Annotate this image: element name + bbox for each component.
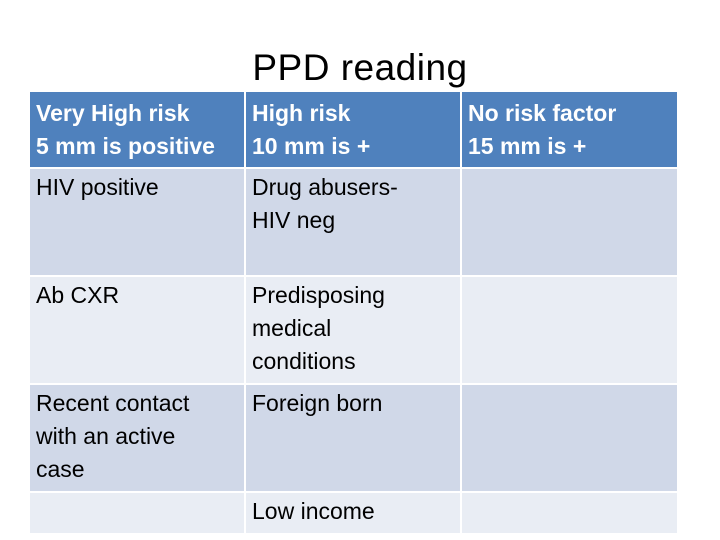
header-no-risk-factor: No risk factor 15 mm is + (460, 90, 679, 169)
table-cell-no-risk-factor (460, 383, 679, 493)
table-cell-no-risk-factor (460, 275, 679, 385)
table-cell-very-high-risk: Recent contact with an active case (28, 383, 246, 493)
cell-text-line: Low income (252, 498, 375, 524)
table-cell-high-risk: Predisposing medical conditions (244, 275, 462, 385)
table-header-row: Very High risk 5 mm is positive High ris… (28, 90, 679, 169)
header-threshold: 10 mm is + (252, 133, 371, 159)
table-cell-no-risk-factor (460, 167, 679, 277)
header-very-high-risk: Very High risk 5 mm is positive (28, 90, 246, 169)
cell-text-line: conditions (252, 348, 356, 374)
table-cell-very-high-risk: HIV positive (28, 167, 246, 277)
header-risk-label: No risk factor (468, 100, 617, 126)
table-cell-high-risk: Drug abusers- HIV neg (244, 167, 462, 277)
cell-text-line: with an active (36, 423, 176, 449)
cell-text-line: Drug abusers- (252, 174, 398, 200)
cell-text-line: Ab CXR (36, 282, 120, 308)
table-cell-very-high-risk (28, 491, 246, 535)
cell-text-line: Foreign born (252, 390, 383, 416)
ppd-risk-table: Very High risk 5 mm is positive High ris… (28, 90, 679, 535)
header-risk-label: Very High risk (36, 100, 190, 126)
table-row: Ab CXR Predisposing medical conditions (28, 275, 679, 385)
cell-text-line: Predisposing (252, 282, 385, 308)
cell-text-line: Recent contact (36, 390, 190, 416)
header-threshold: 15 mm is + (468, 133, 587, 159)
table-cell-very-high-risk: Ab CXR (28, 275, 246, 385)
header-threshold: 5 mm is positive (36, 133, 215, 159)
table-row: Recent contact with an active case Forei… (28, 383, 679, 493)
table-cell-no-risk-factor (460, 491, 679, 535)
cell-text-line: case (36, 456, 85, 482)
table-row: Low income (28, 491, 679, 535)
table-row: HIV positive Drug abusers- HIV neg (28, 167, 679, 277)
table-cell-high-risk: Low income (244, 491, 462, 535)
cell-text-line: HIV positive (36, 174, 159, 200)
header-risk-label: High risk (252, 100, 351, 126)
header-high-risk: High risk 10 mm is + (244, 90, 462, 169)
cell-text-line: medical (252, 315, 332, 341)
slide-title: PPD reading (252, 47, 468, 88)
table-cell-high-risk: Foreign born (244, 383, 462, 493)
cell-text-line: HIV neg (252, 207, 336, 233)
